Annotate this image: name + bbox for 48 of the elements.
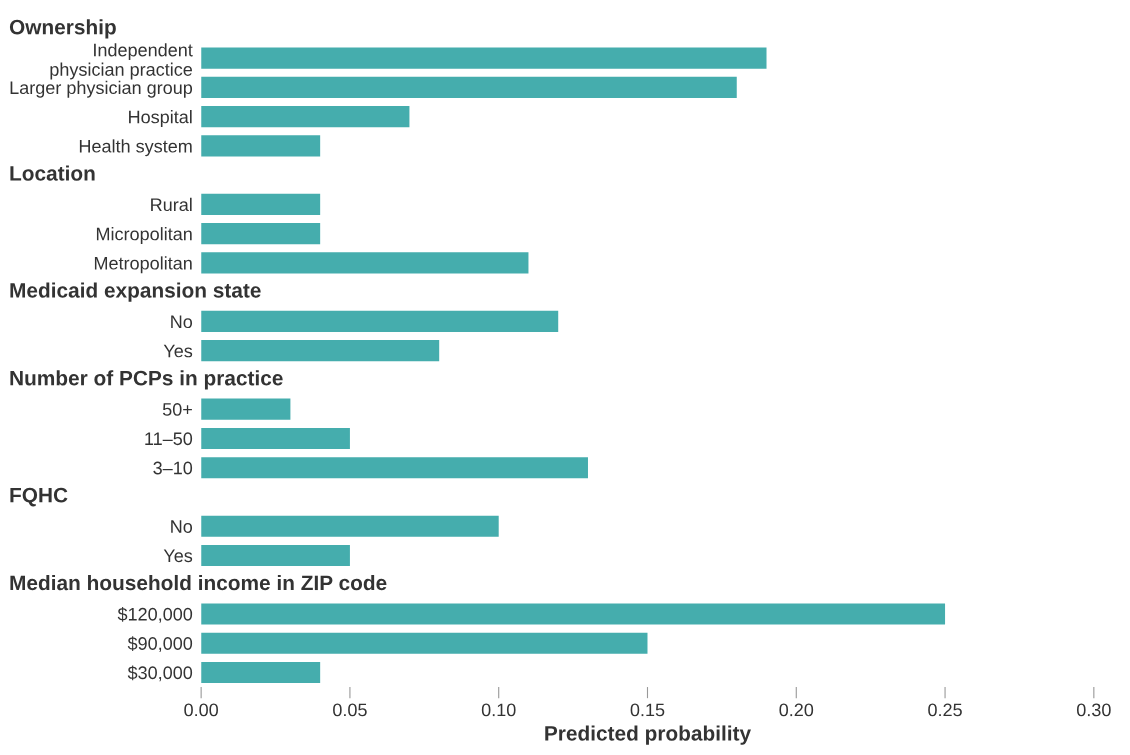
bar	[201, 544, 350, 566]
x-tick-label: 0.00	[184, 703, 219, 717]
y-tick-label: Metropolitan	[94, 256, 192, 274]
bar	[201, 310, 559, 332]
x-axis-title: Predicted probability	[545, 725, 751, 745]
y-tick-label: $30,000	[127, 665, 193, 682]
y-tick-label: Micropolitan	[96, 227, 192, 244]
x-tick-label: 0.05	[333, 703, 367, 717]
y-tick-label: $90,000	[127, 636, 193, 653]
x-tick-label: 0.30	[1076, 703, 1111, 717]
bar	[201, 603, 946, 625]
x-tick-label: 0.10	[481, 703, 516, 717]
y-tick-label: 50+	[162, 403, 192, 416]
y-tick-label: No	[171, 520, 193, 533]
bar	[201, 427, 350, 449]
bar	[201, 106, 410, 128]
text: Location	[10, 165, 95, 181]
y-tick-label: No	[171, 315, 193, 329]
x-tick-label: 0.25	[928, 703, 962, 717]
y-tick-label: 3–10	[153, 461, 193, 475]
y-tick-label: Health system	[79, 139, 192, 157]
x-tick-label: 0.15	[630, 703, 665, 717]
annotation: Median household income in ZIP code	[10, 574, 387, 591]
y-tick-label: Larger physician group	[10, 80, 193, 98]
bar	[201, 661, 321, 683]
bar	[201, 223, 321, 245]
bar	[201, 398, 291, 420]
bar	[201, 252, 529, 274]
bar	[201, 76, 737, 98]
text: Ownership	[9, 19, 116, 39]
bar	[201, 515, 499, 537]
y-tick-label: Rural	[151, 197, 192, 212]
y-tick-label: Hospital	[129, 110, 192, 127]
bar	[201, 193, 321, 215]
x-tick-label: 0.20	[779, 703, 814, 717]
text: FQHC	[10, 487, 68, 507]
y-tick-label: $120,000	[117, 607, 193, 623]
bar	[201, 135, 321, 157]
y-tick-label: 11–50	[145, 432, 193, 446]
bar	[201, 340, 440, 362]
bar	[201, 457, 588, 479]
y-tick-label: Yes	[163, 344, 193, 358]
bar	[201, 47, 767, 69]
annotation: Number of PCPs in practice	[10, 370, 283, 390]
bar	[201, 632, 648, 654]
y-tick-label: Independent physician practice	[50, 43, 193, 80]
y-tick-label: Yes	[163, 549, 193, 563]
annotation: Medicaid expansion state	[10, 282, 261, 302]
